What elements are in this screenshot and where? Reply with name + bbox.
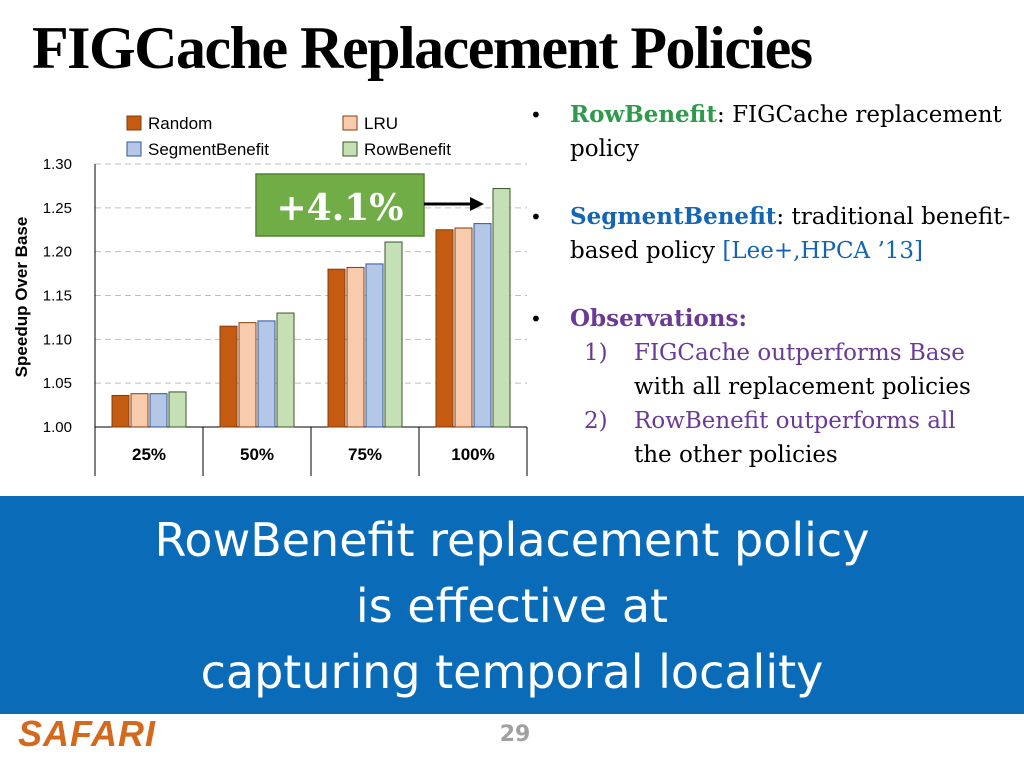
observation-text: with all replacement policies (634, 374, 971, 400)
legend-swatch (342, 141, 358, 157)
y-tick-label: 1.05 (43, 375, 72, 392)
page-number: 29 (499, 722, 531, 747)
y-tick-label: 1.25 (43, 200, 72, 217)
y-tick-label: 1.15 (43, 288, 72, 305)
term-observations: Observations: (570, 305, 747, 332)
observation-text: FIGCache outperforms Base (634, 340, 965, 366)
legend-label: RowBenefit (364, 140, 451, 159)
banner-line: RowBenefit replacement policy (154, 513, 870, 567)
observation-number: 2) (584, 408, 608, 434)
y-tick-label: 1.30 (43, 156, 72, 173)
bar (365, 263, 384, 428)
observation-number: 1) (584, 340, 608, 366)
bar (492, 188, 511, 428)
observation-1: 1) FIGCache outperforms Base with all re… (530, 336, 1020, 404)
desc-segmentbenefit: : traditional benefit-based policy (570, 204, 1011, 264)
y-tick-label: 1.20 (43, 244, 72, 261)
bullet-dot: • (530, 307, 542, 331)
bar (130, 393, 149, 428)
takeaway-banner: RowBenefit replacement policy is effecti… (0, 496, 1024, 714)
legend-swatch (126, 115, 142, 131)
bullet-segmentbenefit: • SegmentBenefit: traditional benefit-ba… (530, 200, 1020, 268)
speedup-bar-chart: Speedup Over Base 1.00 1.05 1.10 1.15 1.20 1.… (12, 114, 528, 476)
bar (168, 391, 187, 428)
observation-text: the other policies (634, 442, 838, 468)
y-tick-label: 1.00 (43, 419, 72, 436)
bar (219, 325, 238, 428)
x-category-label: 75% (348, 445, 382, 464)
bar (238, 322, 257, 428)
bar (454, 227, 473, 428)
x-category-label: 100% (451, 445, 494, 464)
bullet-list: • RowBenefit: FIGCache replacement polic… (530, 98, 1020, 472)
callout-box (255, 173, 425, 237)
callout: +4.1% (255, 173, 484, 237)
y-tick-label: 1.10 (43, 331, 72, 348)
observation-2: 2) RowBenefit outperforms all the other … (530, 404, 1020, 472)
x-category-label: 50% (240, 445, 274, 464)
bar (327, 268, 346, 428)
bar (384, 241, 403, 428)
desc-rowbenefit: : FIGCache replacement policy (570, 102, 1002, 162)
bullet-dot: • (530, 103, 542, 127)
banner-line: is effective at (355, 579, 669, 633)
callout-text: +4.1% (276, 187, 403, 229)
bar (111, 394, 130, 428)
legend-swatch (342, 115, 358, 131)
observation-text: RowBenefit outperforms all (634, 408, 956, 434)
bar (149, 393, 168, 428)
x-category-label: 25% (132, 445, 166, 464)
bullet-dot: • (530, 205, 542, 229)
slide-title: FIGCache Replacement Policies (32, 15, 813, 81)
term-rowbenefit: RowBenefit (570, 101, 718, 128)
banner-line: capturing temporal locality (200, 645, 824, 699)
bar (257, 320, 276, 428)
bar (435, 229, 454, 428)
term-segmentbenefit: SegmentBenefit (570, 203, 777, 230)
legend-label: LRU (364, 114, 398, 133)
legend-label: SegmentBenefit (148, 140, 269, 159)
bar (276, 312, 295, 428)
bar (346, 266, 365, 428)
citation: [Lee+,HPCA ’13] (722, 238, 924, 264)
safari-logo: SAFARI (18, 713, 157, 754)
y-axis-label: Speedup Over Base (12, 217, 31, 378)
legend-swatch (126, 141, 142, 157)
callout-arrowhead (470, 197, 484, 211)
legend-label: Random (148, 114, 212, 133)
bar (473, 223, 492, 428)
bullet-observations: • Observations: (530, 302, 1020, 336)
bullet-rowbenefit: • RowBenefit: FIGCache replacement polic… (530, 98, 1020, 166)
